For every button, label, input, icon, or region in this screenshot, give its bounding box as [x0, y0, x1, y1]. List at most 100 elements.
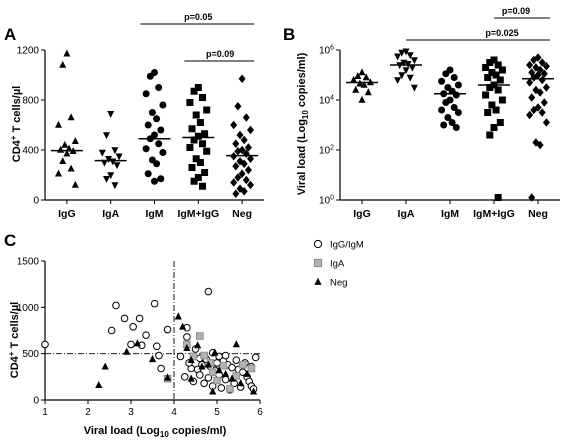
data-point [41, 340, 49, 349]
y-tick-label: 500 [22, 349, 39, 360]
data-point [190, 177, 198, 185]
data-point [196, 119, 204, 126]
y-tick-label: 0 [33, 196, 39, 207]
x-tick-label: 3 [128, 407, 134, 418]
data-point [179, 322, 187, 330]
data-point [234, 146, 242, 156]
data-point [196, 159, 204, 166]
data-point [538, 58, 546, 67]
data-point [144, 121, 152, 129]
data-point [113, 162, 121, 170]
data-point [201, 130, 209, 138]
legend-label: IgA [330, 259, 345, 270]
x-category-label: IgA [398, 208, 415, 220]
data-point [528, 193, 536, 202]
data-point [198, 362, 206, 370]
data-point [209, 387, 217, 395]
data-point [408, 64, 416, 72]
data-point [120, 314, 129, 323]
panel-a-chart: A CD4+ T cells/µl 0 400 800 1200 IgG IgA IgM Ig… [4, 12, 264, 220]
data-point [454, 81, 462, 89]
data-point [249, 387, 258, 395]
data-point [542, 83, 550, 92]
data-point [153, 342, 161, 351]
data-point [536, 88, 544, 97]
data-point [238, 74, 246, 84]
data-point [187, 374, 195, 382]
data-point [450, 74, 458, 81]
data-point [163, 325, 172, 334]
data-point [135, 314, 144, 323]
data-point [454, 109, 462, 116]
data-point [59, 157, 67, 165]
data-point [542, 118, 550, 127]
data-point [188, 164, 196, 171]
panel-c-xlabel-sub: 10 [160, 430, 169, 439]
x-tick-label: 5 [214, 407, 220, 418]
data-point [71, 137, 79, 145]
x-category-label: IgM [145, 208, 163, 220]
data-point [190, 136, 198, 144]
data-point [492, 106, 500, 114]
data-point [243, 369, 251, 377]
data-point [448, 119, 456, 126]
data-point [242, 113, 250, 122]
data-point [410, 84, 418, 92]
data-point [440, 121, 448, 129]
data-point [247, 154, 254, 164]
data-point [127, 340, 135, 349]
panel-b-chart: B Viral load (Log10 copies/ml) 100 102 104… [283, 6, 560, 220]
data-point [484, 74, 492, 81]
y-tick-label: 1500 [17, 257, 40, 268]
data-point [406, 52, 414, 60]
data-point [194, 341, 202, 349]
data-point [221, 375, 230, 384]
data-point [247, 364, 256, 373]
data-point [232, 161, 240, 171]
data-point [183, 333, 191, 341]
data-point [490, 56, 498, 64]
x-category-label: Neg [232, 208, 252, 220]
data-point [350, 75, 358, 83]
panel-b-letter: B [283, 25, 295, 44]
data-point [208, 368, 217, 376]
data-point [234, 101, 242, 111]
data-point [194, 174, 202, 181]
data-point [115, 153, 123, 161]
data-point [542, 61, 550, 71]
data-point [538, 108, 546, 117]
data-point [142, 145, 150, 153]
panel-c-xlabel-main: Viral load (Log [84, 425, 160, 437]
data-point [217, 384, 226, 392]
legend-marker [314, 277, 322, 285]
y-tick-label: 100 [319, 195, 334, 207]
data-point [65, 144, 73, 152]
data-point [142, 90, 150, 98]
legend-label: IgG/IgM [330, 240, 364, 251]
data-point [438, 106, 446, 114]
legend-label: Neg [330, 278, 347, 289]
data-point [528, 93, 536, 102]
data-point [189, 352, 198, 361]
p-value-label: p=0.05 [184, 12, 212, 22]
data-point [107, 172, 115, 180]
x-category-label: IgM+IgG [177, 208, 219, 220]
data-point [244, 165, 252, 175]
data-point [247, 125, 254, 135]
data-point [204, 287, 213, 296]
x-tick-label: 1 [42, 407, 48, 418]
data-point [196, 332, 204, 340]
data-point [240, 159, 248, 169]
data-point [442, 99, 450, 106]
data-point [71, 180, 79, 188]
data-point [112, 301, 120, 310]
data-point [103, 175, 110, 183]
data-point [232, 340, 240, 348]
x-category-label: IgG [58, 208, 76, 220]
data-point [498, 66, 506, 74]
panel-a-letter: A [4, 25, 16, 44]
data-point [194, 132, 202, 140]
data-point [103, 132, 110, 140]
data-point [452, 91, 460, 99]
data-point [238, 169, 246, 179]
